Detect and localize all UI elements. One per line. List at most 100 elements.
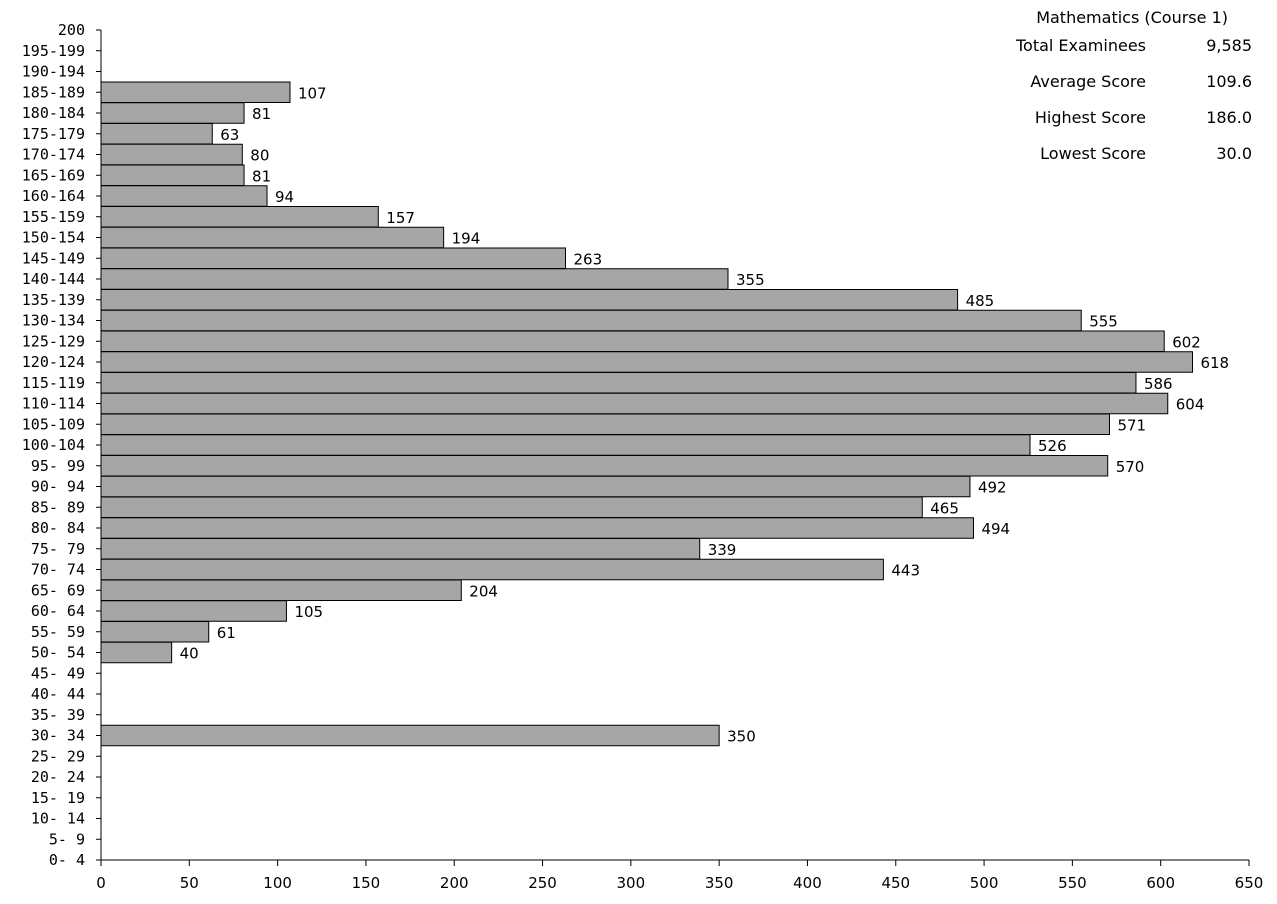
category-label: 195-199 [22, 42, 85, 60]
bar [100, 538, 701, 560]
x-tick-label: 200 [440, 874, 469, 892]
bar [100, 579, 462, 601]
category-label: 155-159 [22, 208, 85, 226]
data-label: 526 [1038, 437, 1067, 455]
category-label: 165-169 [22, 166, 85, 184]
data-label: 494 [981, 520, 1010, 538]
summary-value: 30.0 [1216, 144, 1252, 163]
category-label: 145-149 [22, 249, 85, 267]
bar [100, 268, 729, 290]
category-label: 130-134 [22, 312, 85, 330]
bar [100, 123, 213, 145]
x-axis: 0 50 100 150 200 250 300 350 400 450 500 550 600 650 [96, 30, 1263, 892]
x-tick-label: 600 [1146, 874, 1175, 892]
data-labels-group: 1078163808194157194263355485555602618586… [180, 84, 1229, 745]
category-label: 5- 9 [49, 830, 85, 848]
data-label: 604 [1176, 396, 1205, 414]
bar [100, 392, 1169, 415]
data-label: 443 [891, 562, 920, 580]
bar [100, 372, 1137, 394]
category-label: 10- 14 [31, 810, 85, 828]
category-label: 150-154 [22, 229, 85, 247]
category-label: 95- 99 [31, 457, 85, 475]
category-labels-group: 200 195-199 190-194 185-189 180-184 175-179 17… [22, 21, 101, 869]
x-tick-label: 100 [263, 874, 292, 892]
data-label: 339 [708, 541, 737, 559]
bar [100, 434, 1031, 456]
x-tick-label: 650 [1235, 874, 1264, 892]
bar [100, 330, 1165, 352]
bar [100, 496, 923, 518]
summary-panel: Mathematics (Course 1) Total Examinees 9… [968, 6, 1258, 178]
data-label: 492 [978, 479, 1007, 497]
bar [100, 226, 445, 249]
data-label: 350 [727, 728, 756, 746]
data-label: 105 [294, 603, 323, 621]
category-label: 90- 94 [31, 478, 85, 496]
data-label: 263 [573, 250, 602, 268]
data-label: 81 [252, 105, 271, 123]
summary-label: Average Score [1030, 72, 1146, 91]
summary-label: Lowest Score [1040, 144, 1146, 163]
x-tick-label: 50 [180, 874, 199, 892]
category-label: 115-119 [22, 374, 85, 392]
data-label: 602 [1172, 333, 1201, 351]
bar [100, 558, 884, 581]
category-label: 50- 54 [31, 644, 85, 662]
bar [100, 517, 974, 539]
category-label: 180-184 [22, 104, 85, 122]
summary-title: Mathematics (Course 1) [1036, 8, 1228, 27]
category-label: 100-104 [22, 436, 85, 454]
data-label: 61 [217, 624, 236, 642]
bar [100, 455, 1109, 477]
category-label: 140-144 [22, 270, 85, 288]
summary-row-lowest-score: Lowest Score 30.0 [968, 142, 1258, 178]
bar [100, 81, 291, 103]
category-label: 30- 34 [31, 727, 85, 745]
data-label: 63 [220, 126, 239, 144]
x-tick-label: 0 [96, 874, 106, 892]
bar [100, 600, 287, 622]
data-label: 81 [252, 167, 271, 185]
category-label: 80- 84 [31, 519, 85, 537]
summary-row-highest-score: Highest Score 186.0 [968, 106, 1258, 142]
bar [100, 351, 1193, 373]
data-label: 157 [386, 209, 415, 227]
data-label: 555 [1089, 313, 1118, 331]
category-label: 35- 39 [31, 706, 85, 724]
category-label: 110-114 [22, 395, 85, 413]
data-label: 80 [250, 147, 269, 165]
data-label: 40 [180, 645, 199, 663]
data-label: 571 [1117, 416, 1146, 434]
bar [100, 475, 971, 498]
category-label: 85- 89 [31, 498, 85, 516]
x-tick-label: 250 [528, 874, 557, 892]
bar [100, 621, 210, 643]
bar [100, 164, 245, 186]
bar [100, 309, 1082, 332]
x-tick-label: 400 [793, 874, 822, 892]
data-label: 204 [469, 582, 498, 600]
x-tick-label: 550 [1058, 874, 1087, 892]
summary-row-total-examinees: Total Examinees 9,585 [968, 34, 1258, 70]
x-tick-label: 150 [352, 874, 381, 892]
x-tick-label: 300 [617, 874, 646, 892]
category-label: 75- 79 [31, 540, 85, 558]
bar [100, 413, 1110, 435]
category-label: 45- 49 [31, 664, 85, 682]
category-label: 25- 29 [31, 747, 85, 765]
category-label: 200 [58, 21, 85, 39]
data-label: 618 [1200, 354, 1229, 372]
x-tick-label: 450 [881, 874, 910, 892]
bar [100, 143, 243, 166]
category-label: 55- 59 [31, 623, 85, 641]
bar [100, 641, 173, 664]
data-label: 194 [452, 230, 481, 248]
category-label: 160-164 [22, 187, 85, 205]
category-label: 105-109 [22, 415, 85, 433]
bar [100, 102, 245, 124]
category-label: 65- 69 [31, 581, 85, 599]
summary-label: Total Examinees [1015, 36, 1146, 55]
data-label: 586 [1144, 375, 1173, 393]
x-tick-label: 350 [705, 874, 734, 892]
